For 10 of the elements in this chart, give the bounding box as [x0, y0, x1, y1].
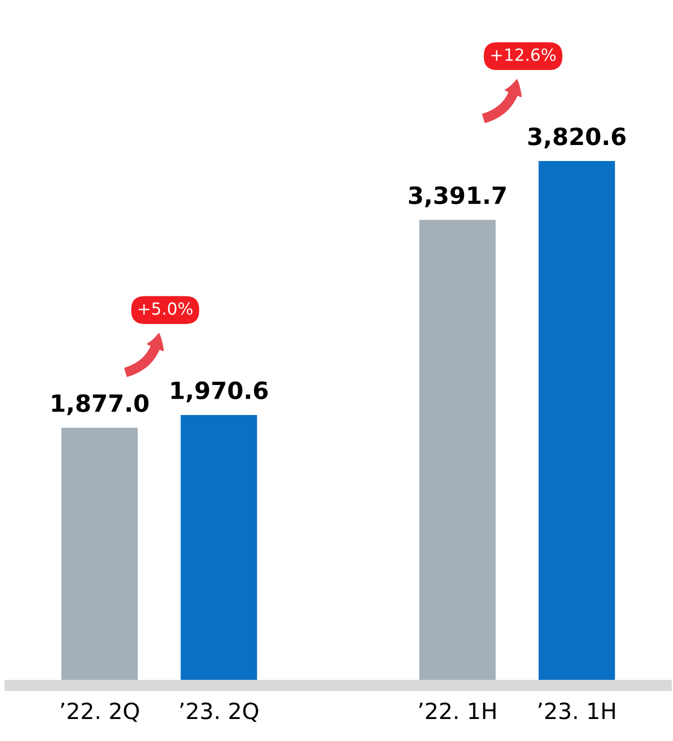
x-tick-label: ’22. 2Q: [60, 702, 139, 722]
annotation: +5.0%: [138, 302, 192, 315]
data-label: 1,877.0: [52, 394, 148, 416]
x-tick-label: ’23. 1H: [538, 702, 615, 720]
x-tick-label: ’22. 1H: [419, 702, 496, 719]
data-label: 3,820.6: [528, 127, 626, 148]
data-label: 1,970.6: [172, 381, 268, 402]
data-label: 3,391.7: [409, 186, 506, 208]
x-tick-label: ’23. 2Q: [180, 702, 258, 722]
text: +12.6%: [491, 48, 556, 61]
